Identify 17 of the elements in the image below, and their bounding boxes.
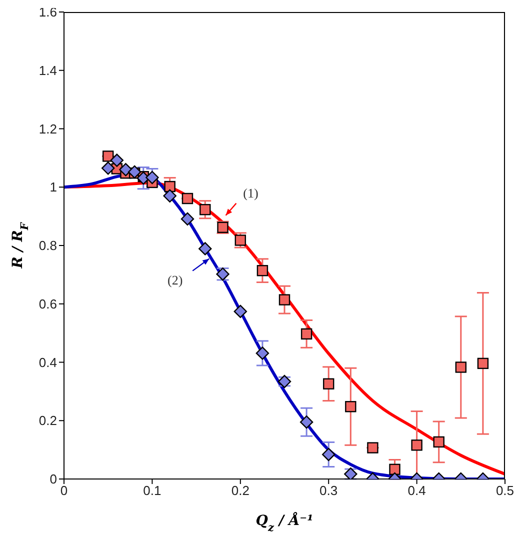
x-tick-label: 0.1 — [143, 483, 162, 498]
y-tick-label: 1.2 — [38, 121, 57, 136]
x-tick-label: 0.3 — [320, 483, 338, 498]
x-tick-label: 0 — [60, 483, 68, 498]
y-tick-label: 1 — [50, 180, 57, 195]
y-tick-label: 0.8 — [38, 238, 57, 254]
y-tick-label: 0 — [50, 472, 57, 487]
y-tick-label: 0.2 — [38, 413, 57, 428]
y-tick-label: 1.4 — [38, 62, 57, 78]
annotation: (1) — [243, 185, 258, 200]
y-tick-label: 0.4 — [38, 354, 57, 370]
x-axis-title: Q$_{z}$ / Å⁻¹ — [256, 512, 314, 534]
annotation: (2) — [168, 272, 183, 288]
y-tick-label: 0.6 — [38, 296, 57, 312]
x-tick-label: 0.4 — [408, 483, 426, 498]
x-tick-label: 0.5 — [496, 483, 514, 498]
x-tick-label: 0.2 — [231, 483, 250, 498]
